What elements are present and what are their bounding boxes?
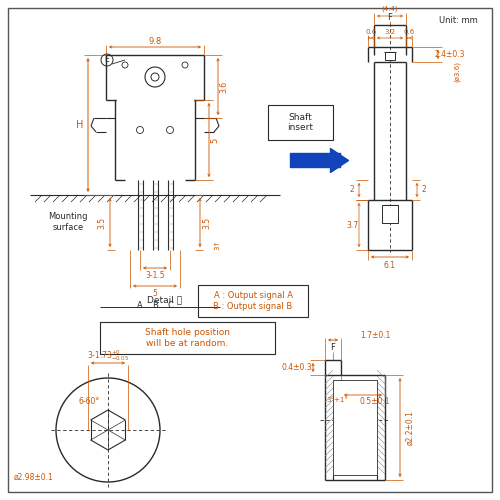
Text: (ø3.6): (ø3.6) (454, 62, 460, 82)
Text: 0.6: 0.6 (404, 29, 414, 35)
Text: 3.5: 3.5 (202, 216, 211, 228)
Text: A: A (137, 300, 143, 310)
Bar (385, 52, 395, 60)
Text: 3.5: 3.5 (98, 216, 106, 228)
Text: A : Output signal A
B : Output signal B: A : Output signal A B : Output signal B (214, 292, 292, 310)
Bar (268, 105, 333, 140)
Text: ø2.98±0.1: ø2.98±0.1 (14, 472, 54, 482)
Text: 3-1.73$^{+0}_{-0.05}$: 3-1.73$^{+0}_{-0.05}$ (87, 348, 129, 364)
Text: H: H (76, 120, 84, 130)
Text: 5: 5 (152, 290, 158, 298)
Text: 9.8: 9.8 (148, 38, 162, 46)
Text: 5: 5 (210, 138, 220, 142)
Text: Unit: mm: Unit: mm (440, 16, 478, 25)
Text: 1.7±0.1: 1.7±0.1 (360, 330, 390, 340)
Text: 3.2: 3.2 (384, 29, 396, 35)
Text: 3.6: 3.6 (220, 80, 228, 92)
Text: 3°+1°: 3°+1° (326, 397, 348, 403)
Text: Shaft
insert: Shaft insert (288, 113, 314, 132)
Text: C: C (167, 300, 173, 310)
Text: 2.4±0.3: 2.4±0.3 (435, 50, 465, 59)
Text: E: E (104, 56, 110, 64)
Text: 3↑: 3↑ (214, 240, 220, 250)
Text: 0.4±0.3: 0.4±0.3 (282, 363, 312, 372)
Text: Mounting
surface: Mounting surface (48, 212, 88, 232)
Text: 0.6: 0.6 (366, 29, 376, 35)
Text: ø2.2±0.1: ø2.2±0.1 (406, 410, 414, 445)
Text: Detail Ⓔ: Detail Ⓔ (148, 296, 182, 304)
Text: 2: 2 (422, 186, 426, 194)
Bar (100, 322, 275, 354)
Text: F: F (388, 12, 392, 22)
Bar (382, 205, 398, 223)
Bar (198, 285, 308, 317)
Text: 6-60°: 6-60° (79, 398, 100, 406)
Text: Shaft hole position
will be at random.: Shaft hole position will be at random. (145, 328, 230, 347)
Bar (333, 380, 377, 475)
Text: F: F (330, 344, 336, 352)
Text: B: B (152, 300, 158, 310)
Text: 2: 2 (350, 186, 354, 194)
Text: 0.5±0.1: 0.5±0.1 (360, 398, 390, 406)
Text: 3-1.5: 3-1.5 (145, 272, 165, 280)
Text: 3.7: 3.7 (346, 220, 358, 230)
Text: 6.1: 6.1 (384, 260, 396, 270)
Text: (4.4): (4.4) (382, 6, 398, 12)
